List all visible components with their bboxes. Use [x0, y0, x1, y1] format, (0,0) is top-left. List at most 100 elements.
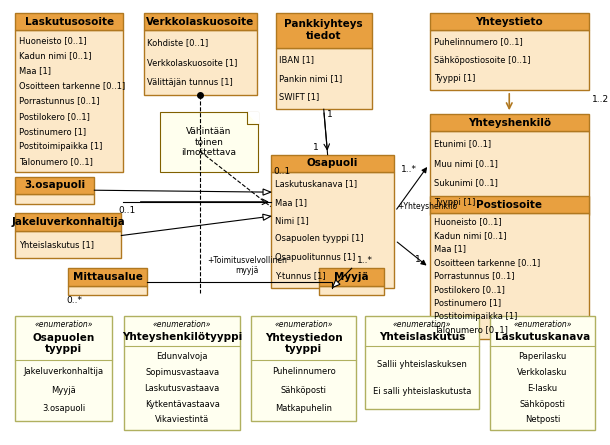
Text: Pankin nimi [1]: Pankin nimi [1] — [279, 74, 343, 83]
Text: «enumeration»: «enumeration» — [274, 320, 333, 329]
Text: Laskutuskanava: Laskutuskanava — [495, 332, 590, 342]
Text: Yhteislaskutus [1]: Yhteislaskutus [1] — [19, 240, 94, 249]
Text: Maa [1]: Maa [1] — [19, 66, 51, 75]
Text: 3.osapuoli: 3.osapuoli — [24, 180, 85, 190]
Text: Yhteislaskutus: Yhteislaskutus — [379, 332, 465, 342]
Text: Sukunimi [0..1]: Sukunimi [0..1] — [434, 178, 498, 188]
Text: Edunvalvoja: Edunvalvoja — [156, 352, 208, 361]
Text: Sähköposti: Sähköposti — [281, 386, 326, 395]
Text: 1..*: 1..* — [401, 166, 417, 174]
Text: 1: 1 — [326, 110, 332, 119]
Text: Ei salli yhteislaskutusta: Ei salli yhteislaskutusta — [373, 387, 472, 396]
Bar — [15, 231, 121, 258]
Bar — [365, 316, 479, 409]
Text: 1..2: 1..2 — [592, 95, 609, 104]
Text: +Toimitusvelvollinen
myyjä: +Toimitusvelvollinen myyjä — [207, 256, 287, 275]
Polygon shape — [263, 189, 271, 195]
Text: Maa [1]: Maa [1] — [434, 245, 465, 254]
Text: «enumeration»: «enumeration» — [393, 320, 451, 329]
Text: «enumeration»: «enumeration» — [34, 320, 93, 329]
Text: Postinumero [1]: Postinumero [1] — [434, 299, 501, 307]
Text: Porrastunnus [0..1]: Porrastunnus [0..1] — [19, 97, 99, 105]
Bar — [430, 30, 589, 90]
Text: «enumeration»: «enumeration» — [153, 320, 211, 329]
Text: Muu nimi [0..1]: Muu nimi [0..1] — [434, 159, 498, 168]
Text: Laskutusosoite: Laskutusosoite — [25, 16, 114, 27]
Bar — [276, 13, 372, 48]
Bar — [271, 154, 394, 172]
Polygon shape — [263, 214, 271, 220]
Bar — [319, 268, 384, 286]
Text: Netposti: Netposti — [525, 415, 560, 425]
Text: Postilokero [0..1]: Postilokero [0..1] — [19, 112, 90, 121]
Bar — [15, 194, 95, 204]
Text: 1: 1 — [415, 255, 421, 264]
Bar — [68, 286, 148, 295]
Text: Laskutuskanava [1]: Laskutuskanava [1] — [274, 179, 357, 188]
Text: Puhelinnumero [0..1]: Puhelinnumero [0..1] — [434, 37, 522, 47]
Text: Vikaviestintä: Vikaviestintä — [155, 415, 209, 425]
Bar — [319, 286, 384, 295]
Text: Verkkolaskuosoite [1]: Verkkolaskuosoite [1] — [148, 58, 238, 67]
Text: 0..*: 0..* — [66, 296, 82, 305]
Text: Y-tunnus [1]: Y-tunnus [1] — [274, 271, 325, 280]
Text: Sähköposti: Sähköposti — [520, 400, 565, 409]
Text: Postitoimipaikka [1]: Postitoimipaikka [1] — [19, 142, 102, 151]
Text: Osoitteen tarkenne [0..1]: Osoitteen tarkenne [0..1] — [19, 81, 126, 90]
Text: 3.osapuoli: 3.osapuoli — [42, 404, 85, 413]
Bar — [143, 13, 257, 30]
Text: Kadun nimi [0..1]: Kadun nimi [0..1] — [19, 51, 92, 60]
Polygon shape — [332, 280, 340, 287]
Text: Tyyppi [1]: Tyyppi [1] — [434, 198, 475, 207]
Text: Matkapuhelin: Matkapuhelin — [275, 404, 332, 413]
Text: Sallii yhteislaskuksen: Sallii yhteislaskuksen — [377, 360, 467, 368]
Bar — [124, 316, 240, 430]
Bar — [271, 172, 394, 287]
Text: Kytkentävastaava: Kytkentävastaava — [145, 400, 220, 409]
Text: Yhteystiedon
tyyppi: Yhteystiedon tyyppi — [265, 333, 342, 354]
Bar — [68, 268, 148, 286]
Text: Huoneisto [0..1]: Huoneisto [0..1] — [19, 36, 87, 44]
Text: Myyjä: Myyjä — [334, 272, 369, 282]
Text: Osapuolitunnus [1]: Osapuolitunnus [1] — [274, 253, 355, 262]
Bar — [430, 13, 589, 30]
Text: Mittausalue: Mittausalue — [73, 272, 143, 282]
Text: Postilokero [0..1]: Postilokero [0..1] — [434, 285, 504, 294]
Text: Yhteyshenkilötyyppi: Yhteyshenkilötyyppi — [122, 332, 242, 342]
Bar — [143, 30, 257, 95]
Text: Talonumero [0..1]: Talonumero [0..1] — [19, 158, 93, 166]
Bar — [160, 112, 258, 172]
Text: Myyjä: Myyjä — [51, 386, 76, 395]
Text: Nimi [1]: Nimi [1] — [274, 216, 308, 225]
Polygon shape — [246, 112, 258, 124]
Text: Osapuolen tyyppi [1]: Osapuolen tyyppi [1] — [274, 235, 363, 243]
Text: Kadun nimi [0..1]: Kadun nimi [0..1] — [434, 231, 506, 240]
Text: Paperilasku: Paperilasku — [518, 352, 567, 361]
Text: Sopimusvastaava: Sopimusvastaava — [145, 368, 219, 377]
Text: Jakeluverkonhaltija: Jakeluverkonhaltija — [12, 217, 125, 227]
Text: Välittäjän tunnus [1]: Välittäjän tunnus [1] — [148, 77, 233, 87]
Text: IBAN [1]: IBAN [1] — [279, 55, 314, 64]
Bar — [251, 316, 356, 421]
Text: Puhelinnumero: Puhelinnumero — [271, 367, 336, 376]
Text: Kohdiste [0..1]: Kohdiste [0..1] — [148, 38, 209, 48]
Text: 0..1: 0..1 — [118, 206, 135, 215]
Text: Postinumero [1]: Postinumero [1] — [19, 127, 87, 136]
Text: «enumeration»: «enumeration» — [513, 320, 572, 329]
Bar — [490, 316, 595, 430]
Text: Verkkolasku: Verkkolasku — [517, 368, 568, 377]
Text: SWIFT [1]: SWIFT [1] — [279, 93, 320, 101]
Bar — [430, 131, 589, 215]
Text: Etunimi [0..1]: Etunimi [0..1] — [434, 140, 490, 149]
Text: Laskutusvastaava: Laskutusvastaava — [145, 384, 220, 393]
Text: Osoitteen tarkenne [0..1]: Osoitteen tarkenne [0..1] — [434, 258, 540, 267]
Text: Talonumero [0..1]: Talonumero [0..1] — [434, 325, 508, 334]
Text: +Yhteyshenkilö: +Yhteyshenkilö — [397, 202, 457, 211]
Text: Postiosoite: Postiosoite — [476, 200, 542, 210]
Text: Osapuoli: Osapuoli — [307, 158, 358, 168]
Bar — [15, 213, 121, 231]
Text: E-lasku: E-lasku — [528, 384, 558, 393]
Text: Yhteystieto: Yhteystieto — [475, 16, 543, 27]
Bar — [15, 13, 123, 30]
Bar — [430, 213, 589, 339]
